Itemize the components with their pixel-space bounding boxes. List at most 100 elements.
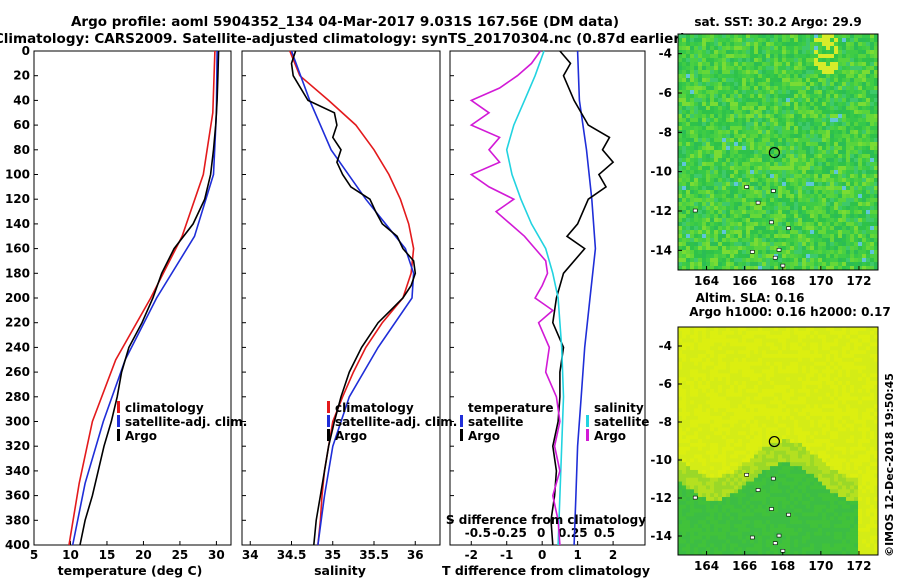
map-y-tick-label: -12 — [650, 204, 672, 218]
y-tick-label: 320 — [5, 439, 30, 453]
x-tick-label: 1 — [573, 548, 581, 562]
x-tick-label-secondary: 0 — [537, 526, 545, 540]
map-raster — [678, 34, 879, 271]
sla-map-title-2: Argo h1000: 0.16 h2000: 0.17 — [689, 305, 890, 319]
island-marker — [776, 533, 782, 538]
island-marker — [755, 200, 761, 205]
island-marker — [769, 220, 774, 225]
map-raster — [678, 327, 879, 556]
x-tick-label: 5 — [30, 548, 38, 562]
x-tick-label: 30 — [208, 548, 225, 562]
island-marker — [776, 248, 782, 252]
x-tick-label: 15 — [99, 548, 116, 562]
map-x-tick-label: 168 — [770, 559, 795, 573]
map-y-tick-label: -14 — [650, 243, 672, 257]
legend-clim-swatch — [327, 401, 330, 413]
y-tick-label: 180 — [5, 266, 30, 280]
argo-float-marker — [768, 146, 780, 159]
map-y-tick-label: -4 — [659, 339, 672, 353]
legend-argo-swatch — [117, 429, 120, 441]
x-tick-label: 2 — [609, 548, 617, 562]
x-tick-label-secondary: -0.25 — [492, 526, 527, 540]
island-marker — [772, 541, 778, 546]
island-marker — [750, 535, 755, 540]
y-tick-label: 40 — [13, 93, 30, 107]
map-x-tick-label: 168 — [770, 274, 795, 288]
x-tick-label: 35.5 — [359, 548, 389, 562]
header-line-1: Argo profile: aoml 5904352_134 04-Mar-20… — [71, 14, 619, 30]
y-tick-label: 380 — [5, 513, 30, 527]
map-x-tick-label: 166 — [732, 559, 757, 573]
salinity-panel: 34 34.5 35 35.5 36 — [241, 50, 441, 562]
map-y-tick-label: -12 — [650, 491, 672, 505]
y-tick-label: 300 — [5, 415, 30, 429]
legend-sat-swatch — [117, 415, 120, 427]
island-marker — [755, 488, 761, 492]
island-marker — [692, 208, 698, 213]
x-tick-label: 35 — [324, 548, 341, 562]
map-frame — [677, 33, 879, 271]
y-tick-label: 340 — [5, 464, 30, 478]
map-y-tick-label: -6 — [659, 377, 672, 391]
plot-frame — [33, 50, 232, 546]
y-tick-label: 200 — [5, 291, 30, 305]
salinity-xlabel: salinity — [314, 563, 366, 578]
sst-map-title: sat. SST: 30.2 Argo: 29.9 — [694, 15, 861, 29]
x-tick-label: -2 — [465, 548, 478, 562]
x-tick-label: 34 — [242, 548, 259, 562]
salinity-legend: climatology satellite-adj. clim. Argo — [327, 401, 457, 443]
legend-sat-label: satellite-adj. clim. — [335, 415, 457, 429]
map-x-tick-label: 164 — [694, 559, 719, 573]
legend-s-argo-swatch — [586, 429, 589, 441]
legend-t-argo-swatch — [460, 429, 463, 441]
legend-t-argo-label: Argo — [468, 429, 500, 443]
header-line-2: Climatology: CARS2009. Satellite-adjuste… — [0, 31, 686, 47]
legend-t-sat-label: satellite — [468, 415, 523, 429]
island-marker — [771, 189, 776, 193]
difference-xlabel: T difference from climatology — [442, 563, 650, 578]
island-marker — [786, 226, 791, 231]
y-tick-label: 280 — [5, 390, 30, 404]
series-line-t-argo — [550, 50, 615, 546]
series-line-s-argo — [469, 50, 561, 546]
legend-argo-label: Argo — [125, 429, 157, 443]
map-x-tick-label: 164 — [694, 274, 719, 288]
sst-map: 164 166 168 170 172 -4 -6 -8 -10 -12 -14 — [650, 33, 879, 288]
island-marker — [780, 263, 786, 268]
x-tick-label: 25 — [172, 548, 189, 562]
y-tick-label: 220 — [5, 316, 30, 330]
legend-s-argo-label: Argo — [594, 429, 626, 443]
island-marker — [780, 548, 786, 553]
sla-map-title-1: Altim. SLA: 0.16 — [696, 291, 805, 305]
legend-s-sat-label: satellite — [594, 415, 649, 429]
y-tick-label: 260 — [5, 365, 30, 379]
island-marker — [750, 250, 755, 254]
island-marker — [744, 472, 749, 477]
difference-xlabel-secondary: S difference from climatology — [446, 513, 646, 527]
series-line-satellite-adj-clim- — [290, 50, 415, 546]
legend-sat-swatch — [327, 415, 330, 427]
y-tick-label: 240 — [5, 340, 30, 354]
island-marker — [771, 476, 776, 481]
map-x-tick-label: 170 — [808, 559, 833, 573]
x-tick-label-secondary: 0.5 — [594, 526, 615, 540]
y-tick-label: 140 — [5, 217, 30, 231]
x-tick-label: -1 — [500, 548, 513, 562]
map-x-tick-label: 172 — [846, 559, 871, 573]
series-line-argo — [290, 50, 417, 546]
legend-clim-label: climatology — [125, 401, 204, 415]
legend-s-sat-swatch — [586, 415, 589, 427]
island-marker — [744, 185, 749, 189]
y-tick-label: 80 — [13, 143, 30, 157]
map-y-tick-label: -6 — [659, 86, 672, 100]
x-tick-label: 36 — [407, 548, 424, 562]
island-marker — [769, 507, 774, 511]
temperature-xlabel: temperature (deg C) — [58, 563, 203, 578]
map-y-tick-label: -10 — [650, 453, 672, 467]
y-tick-label: 360 — [5, 489, 30, 503]
x-tick-label: 20 — [135, 548, 152, 562]
map-y-tick-label: -4 — [659, 47, 672, 61]
legend-temperature-title: temperature — [468, 401, 553, 415]
y-tick-label: 20 — [13, 69, 30, 83]
